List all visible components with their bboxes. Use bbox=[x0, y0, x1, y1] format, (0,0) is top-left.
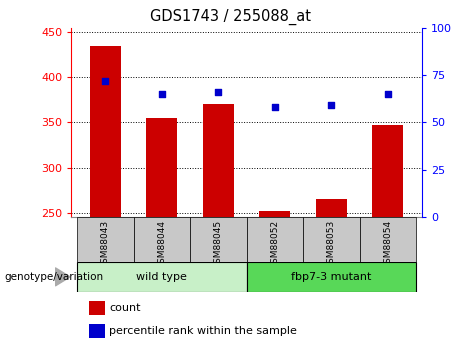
Polygon shape bbox=[55, 268, 70, 286]
Text: genotype/variation: genotype/variation bbox=[5, 272, 104, 282]
Bar bbox=[360, 217, 416, 262]
Bar bbox=[134, 217, 190, 262]
Point bbox=[215, 89, 222, 95]
Text: wild type: wild type bbox=[136, 272, 187, 282]
Bar bbox=[77, 217, 134, 262]
Text: GSM88052: GSM88052 bbox=[271, 220, 279, 269]
Bar bbox=[247, 262, 416, 292]
Text: percentile rank within the sample: percentile rank within the sample bbox=[109, 326, 297, 336]
Text: GSM88044: GSM88044 bbox=[157, 220, 166, 269]
Bar bbox=[260, 211, 290, 217]
Text: GSM88045: GSM88045 bbox=[214, 220, 223, 269]
Bar bbox=[77, 262, 247, 292]
Text: GSM88043: GSM88043 bbox=[101, 220, 110, 269]
Bar bbox=[89, 301, 105, 315]
Bar bbox=[247, 217, 303, 262]
Text: fbp7-3 mutant: fbp7-3 mutant bbox=[291, 272, 372, 282]
Bar bbox=[190, 217, 247, 262]
Bar bbox=[372, 125, 403, 217]
Point bbox=[271, 105, 278, 110]
Bar bbox=[316, 199, 347, 217]
Text: GSM88053: GSM88053 bbox=[327, 220, 336, 269]
Bar bbox=[303, 217, 360, 262]
Point bbox=[102, 78, 109, 83]
Bar bbox=[146, 118, 177, 217]
Bar bbox=[89, 324, 105, 338]
Text: GDS1743 / 255088_at: GDS1743 / 255088_at bbox=[150, 9, 311, 25]
Point bbox=[328, 102, 335, 108]
Bar bbox=[203, 105, 234, 217]
Text: GSM88054: GSM88054 bbox=[384, 220, 392, 269]
Bar bbox=[90, 46, 121, 217]
Point bbox=[158, 91, 165, 97]
Point bbox=[384, 91, 391, 97]
Text: count: count bbox=[109, 303, 141, 313]
